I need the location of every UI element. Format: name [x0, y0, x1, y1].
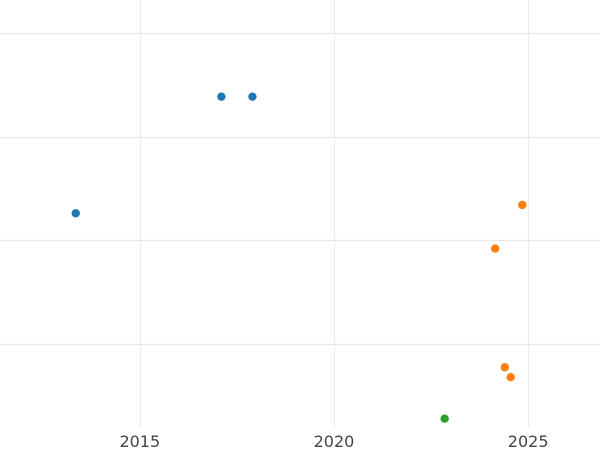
- x-axis-ticks: 2015 2020 2025: [119, 432, 548, 450]
- data-points: [71, 92, 527, 423]
- data-point: [440, 414, 449, 423]
- x-tick-label: 2015: [119, 432, 160, 450]
- gridlines: [0, 0, 600, 427]
- x-tick-label: 2020: [314, 432, 355, 450]
- x-tick-label: 2025: [508, 432, 549, 450]
- data-point: [71, 209, 80, 218]
- data-point: [500, 363, 510, 372]
- data-point: [518, 200, 527, 210]
- data-point: [506, 373, 515, 382]
- data-point: [217, 92, 226, 101]
- data-point: [248, 92, 257, 101]
- data-point: [490, 244, 500, 253]
